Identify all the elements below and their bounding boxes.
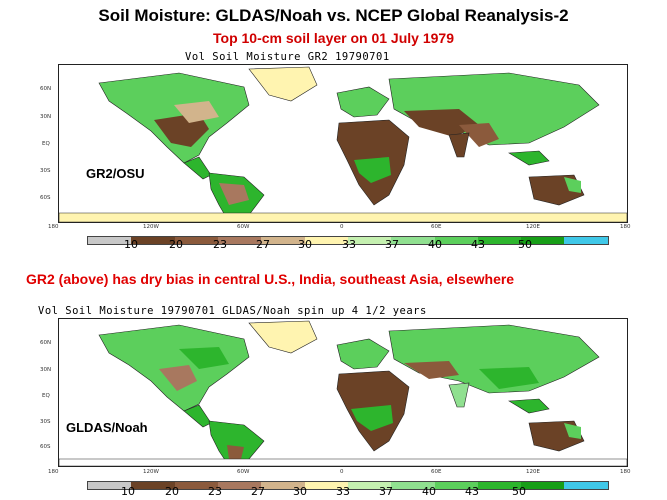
cb1-tick-10: 10 [124, 238, 138, 251]
colorbar-2-cell [304, 482, 348, 489]
colorbar-1-cell [391, 237, 435, 244]
cb1-tick-37: 37 [385, 238, 399, 251]
cb1-tick-23: 23 [213, 238, 227, 251]
colorbar-1-cell [174, 237, 218, 244]
lon-label-120e-1: 120E [526, 224, 540, 230]
colorbar-2-cell [434, 482, 478, 489]
lon-label-0-2: 0 [340, 469, 344, 475]
colorbar-1-cell [521, 237, 565, 244]
cb1-tick-33: 33 [342, 238, 356, 251]
colorbar-2 [87, 481, 609, 490]
lon-label-60e-1: 60E [431, 224, 442, 230]
lon-label-60w-1: 60W [237, 224, 250, 230]
lat-label-30n-2: 30N [40, 367, 52, 373]
map-gldas-svg [59, 319, 627, 466]
lat-label-30s-2: 30S [40, 419, 51, 425]
cb2-tick-40: 40 [422, 485, 436, 498]
lon-label-180e-2: 180 [620, 469, 631, 475]
colorbar-2-cell [131, 482, 175, 489]
colorbar-1 [87, 236, 609, 245]
map-gldas [58, 318, 628, 467]
lon-label-0-1: 0 [340, 224, 344, 230]
lat-label-eq-2: EQ [42, 393, 50, 399]
cb2-tick-30: 30 [293, 485, 307, 498]
lat-label-60n-2: 60N [40, 340, 52, 346]
colorbar-2-cell [391, 482, 435, 489]
cb1-tick-50: 50 [518, 238, 532, 251]
plot-title-gldas: Vol Soil Moisture 19790701 GLDAS/Noah sp… [38, 305, 427, 317]
cb2-tick-27: 27 [251, 485, 265, 498]
cb2-tick-33: 33 [336, 485, 350, 498]
cb1-tick-27: 27 [256, 238, 270, 251]
cb2-tick-10: 10 [121, 485, 135, 498]
cb1-tick-43: 43 [471, 238, 485, 251]
colorbar-2-cell [261, 482, 305, 489]
colorbar-2-cell [477, 482, 522, 489]
lat-label-eq-1: EQ [42, 141, 50, 147]
cb1-tick-20: 20 [169, 238, 183, 251]
colorbar-1-cell [434, 237, 478, 244]
lon-label-60w-2: 60W [237, 469, 250, 475]
lon-label-60e-2: 60E [431, 469, 442, 475]
inset-label-gldas: GLDAS/Noah [66, 420, 148, 435]
colorbar-1-cell [217, 237, 262, 244]
colorbar-2-cell [347, 482, 392, 489]
colorbar-2-cell [88, 482, 132, 489]
inset-label-gr2: GR2/OSU [86, 166, 145, 181]
cb1-tick-30: 30 [298, 238, 312, 251]
lon-label-180e-1: 180 [620, 224, 631, 230]
lon-label-120e-2: 120E [526, 469, 540, 475]
colorbar-1-cell [131, 237, 175, 244]
comparison-note: GR2 (above) has dry bias in central U.S.… [26, 271, 515, 287]
subtitle: Top 10-cm soil layer on 01 July 1979 [213, 30, 454, 46]
colorbar-1-cell [88, 237, 132, 244]
cb2-tick-37: 37 [379, 485, 393, 498]
colorbar-1-cell [261, 237, 305, 244]
map-gr2 [58, 64, 628, 223]
colorbar-2-cell [564, 482, 608, 489]
colorbar-1-cell [564, 237, 608, 244]
lat-label-30n-1: 30N [40, 114, 52, 120]
colorbar-1-cell [304, 237, 348, 244]
colorbar-2-cell [521, 482, 565, 489]
plot-title-gr2: Vol Soil Moisture GR2 19790701 [185, 51, 390, 63]
lat-label-60n-1: 60N [40, 86, 52, 92]
colorbar-1-cell [347, 237, 392, 244]
colorbar-1-cell [477, 237, 522, 244]
lon-label-120w-2: 120W [143, 469, 159, 475]
cb2-tick-23: 23 [208, 485, 222, 498]
main-title: Soil Moisture: GLDAS/Noah vs. NCEP Globa… [98, 6, 569, 25]
map-gr2-svg [59, 65, 627, 222]
lat-label-60s-1: 60S [40, 195, 51, 201]
cb2-tick-43: 43 [465, 485, 479, 498]
lon-label-180w-1: 180 [48, 224, 59, 230]
lon-label-180w-2: 180 [48, 469, 59, 475]
lon-label-120w-1: 120W [143, 224, 159, 230]
cb2-tick-20: 20 [165, 485, 179, 498]
colorbar-2-cell [174, 482, 218, 489]
cb1-tick-40: 40 [428, 238, 442, 251]
lat-label-30s-1: 30S [40, 168, 51, 174]
lat-label-60s-2: 60S [40, 444, 51, 450]
colorbar-2-cell [217, 482, 262, 489]
cb2-tick-50: 50 [512, 485, 526, 498]
